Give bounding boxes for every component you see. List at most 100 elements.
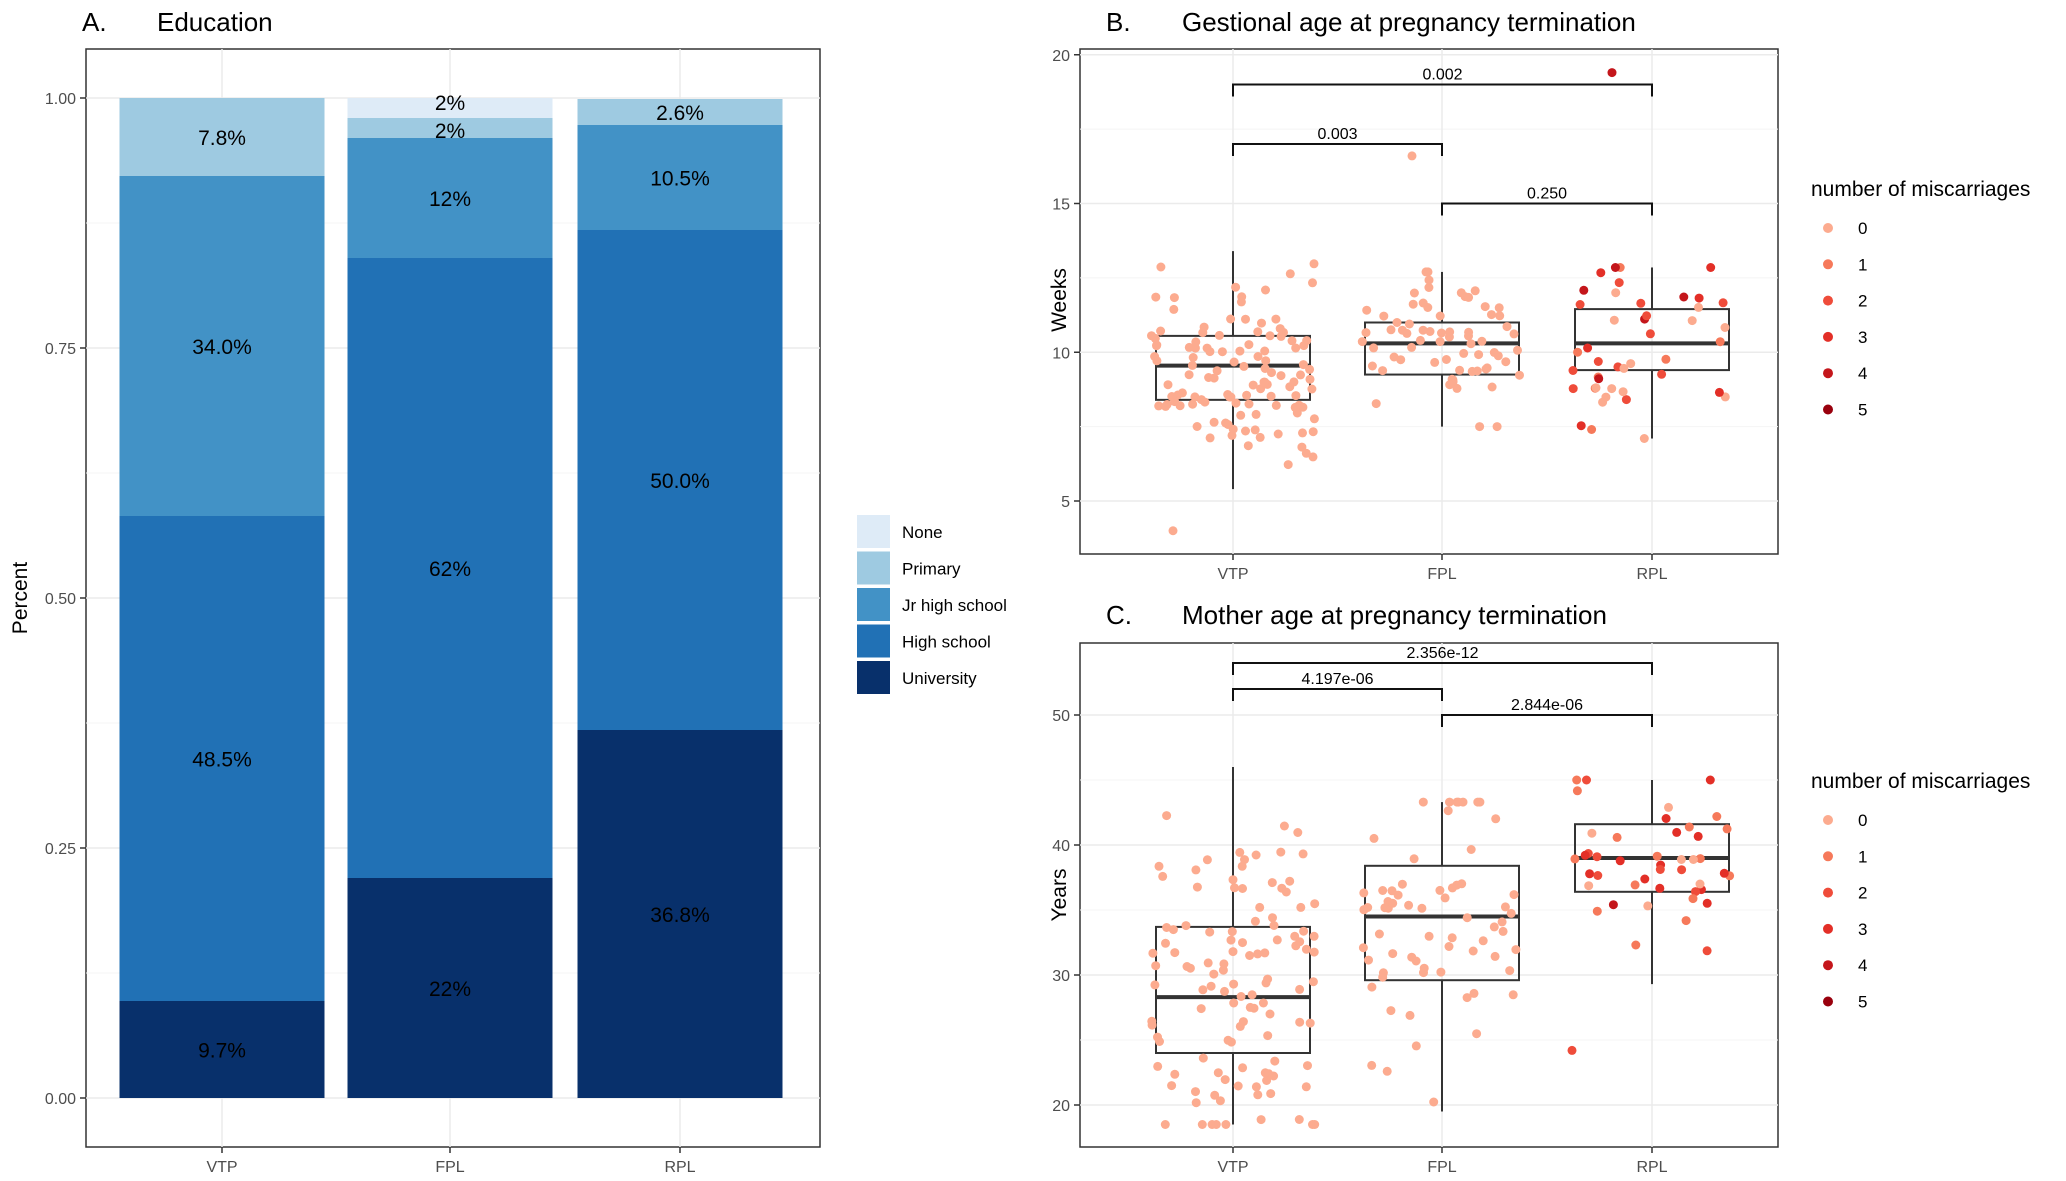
legend-swatch-university — [857, 661, 890, 694]
panel-c-point-rpl — [1688, 855, 1698, 864]
panel-c-point-fpl — [1429, 1097, 1439, 1107]
panel-c-point-fpl — [1506, 908, 1516, 918]
panel-b-point-vtp — [1239, 361, 1249, 371]
panel-c-point-vtp — [1255, 902, 1265, 912]
panel-b-point-rpl — [1607, 384, 1617, 394]
panel-c-legend-key-1 — [1823, 851, 1833, 862]
panel-c-point-fpl — [1462, 913, 1472, 923]
bar-label-rpl-jr-high-school: 10.5% — [650, 168, 710, 191]
panel-b-point-rpl — [1583, 343, 1593, 353]
panel-c-point-rpl — [1719, 868, 1729, 878]
panel-b-point-fpl — [1452, 383, 1462, 393]
panel-b-point-rpl — [1636, 298, 1646, 308]
panel-c-point-vtp — [1295, 937, 1305, 947]
panel-c-point-rpl — [1684, 822, 1694, 832]
panel-c-point-fpl — [1405, 1010, 1415, 1020]
panel-c-point-vtp — [1147, 1020, 1157, 1030]
panel-b-point-fpl — [1408, 299, 1418, 309]
panel-b-point-vtp — [1156, 262, 1166, 272]
panel-c-point-vtp — [1229, 979, 1239, 989]
panel-b-point-rpl — [1568, 366, 1578, 375]
panel-b-point-rpl — [1694, 302, 1703, 312]
bar-rpl-university — [577, 730, 783, 1098]
panel-c-point-rpl — [1643, 901, 1653, 911]
bar-label-fpl-jr-high-school: 12% — [429, 188, 471, 211]
panel-c-point-rpl — [1655, 865, 1665, 874]
panel-c-point-rpl — [1705, 775, 1715, 785]
panel-c-point-vtp — [1266, 1089, 1276, 1099]
panel-c-point-vtp — [1162, 923, 1172, 932]
panel-c-point-vtp — [1258, 998, 1268, 1008]
panel-c-point-vtp — [1218, 965, 1228, 975]
panel-c-legend-key-5 — [1823, 996, 1833, 1007]
panel-c-point-rpl — [1631, 940, 1641, 950]
panel-c-point-fpl — [1445, 797, 1454, 807]
panel-c-comparisons: 2.356e-12 4.197e-06 2.844e-06 — [1232, 645, 1653, 727]
panel-b-label: B. — [1106, 7, 1131, 37]
panel-c-point-vtp — [1238, 938, 1247, 948]
panel-c-point-rpl — [1615, 856, 1625, 866]
panel-b-point-fpl — [1455, 365, 1465, 375]
panel-c-point-vtp — [1293, 828, 1303, 837]
panel-b-point-vtp — [1163, 380, 1173, 390]
panel-c-point-fpl — [1469, 988, 1479, 998]
panel-b-legend-key-5 — [1823, 404, 1833, 415]
panel-b-point-vtp — [1267, 368, 1276, 378]
panel-b-point-vtp — [1184, 342, 1194, 352]
panel-b-comparison-vtp-rpl-bracket — [1232, 83, 1653, 97]
panel-c-point-vtp — [1181, 921, 1191, 931]
panel-c-point-rpl — [1570, 854, 1580, 864]
panel-b-point-vtp — [1151, 292, 1161, 302]
panel-b-point-vtp — [1276, 371, 1286, 381]
panel-c-point-fpl — [1436, 967, 1446, 977]
panel-c-point-vtp — [1148, 948, 1158, 958]
panel-c-point-fpl — [1378, 972, 1388, 982]
panel-c-point-vtp — [1267, 878, 1277, 888]
panel-b-point-fpl — [1475, 422, 1485, 432]
panel-c-point-vtp — [1203, 958, 1213, 968]
panel-b-x-tick-label: FPL — [1427, 566, 1456, 583]
panel-b-point-fpl — [1361, 328, 1371, 338]
panel-c-point-fpl — [1364, 955, 1373, 965]
panel-c-point-vtp — [1191, 865, 1201, 875]
panel-c-point-vtp — [1198, 985, 1208, 995]
panel-a-y-tick-label: 0.50 — [45, 591, 76, 608]
panel-b-point-fpl — [1466, 339, 1476, 349]
panel-c-comparison-fpl-rpl-p-value: 2.844e-06 — [1511, 697, 1583, 714]
panel-c-point-rpl — [1593, 871, 1603, 880]
panel-b-point-rpl — [1645, 329, 1655, 339]
bar-label-vtp-high-school: 48.5% — [192, 749, 252, 772]
panel-b-point-vtp — [1231, 282, 1241, 292]
panel-b-point-vtp — [1299, 341, 1309, 351]
panel-b-point-vtp — [1244, 340, 1254, 350]
panel-b-point-vtp — [1305, 364, 1315, 374]
panel-c-y-tick-label: 40 — [1052, 838, 1070, 855]
panel-b-point-vtp — [1309, 414, 1319, 424]
panel-a-legend: None Primary Jr high school High school Univ… — [857, 515, 1007, 694]
panel-c-point-vtp — [1250, 916, 1260, 926]
panel-c-point-vtp — [1228, 875, 1238, 885]
panel-c-point-fpl — [1424, 931, 1434, 941]
panel-b-point-fpl — [1441, 355, 1451, 364]
panel-b-point-vtp — [1273, 429, 1283, 439]
panel-c-point-vtp — [1308, 977, 1318, 987]
panel-c-point-fpl — [1419, 968, 1428, 978]
panel-c-point-fpl — [1509, 890, 1519, 900]
panel-b-point-rpl — [1611, 288, 1621, 298]
panel-b-point-fpl — [1477, 336, 1487, 346]
panel-b-point-vtp — [1184, 370, 1194, 380]
panel-b-point-fpl — [1494, 303, 1504, 313]
panel-c-point-vtp — [1238, 1063, 1248, 1073]
panel-b-point-vtp — [1169, 304, 1179, 314]
panel-b-outlier-vtp — [1168, 526, 1178, 536]
panel-c-point-vtp — [1294, 1115, 1304, 1124]
panel-b-point-vtp — [1287, 336, 1297, 346]
panel-c-box-fpl — [1364, 864, 1520, 982]
bar-vtp-jr-high-school — [119, 176, 325, 516]
panel-c-point-vtp — [1236, 992, 1246, 1001]
panel-c-point-vtp — [1285, 876, 1295, 886]
panel-b-point-vtp — [1301, 448, 1311, 458]
panel-c-point-vtp — [1305, 1018, 1315, 1028]
panel-c-point-fpl — [1475, 797, 1485, 807]
panel-b-point-fpl — [1418, 325, 1428, 335]
